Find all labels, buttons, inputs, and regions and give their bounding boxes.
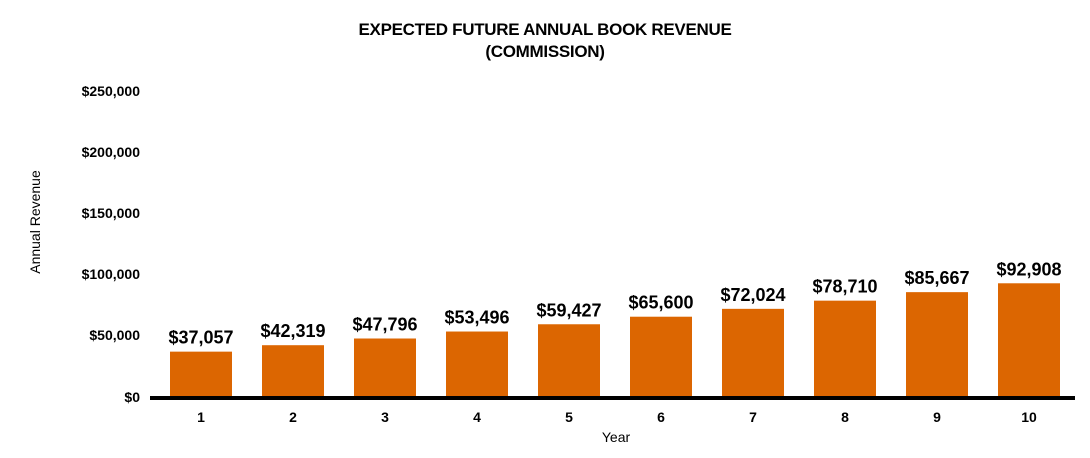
bar-data-label: $85,667 [904, 268, 969, 288]
chart-title-line2: (COMMISSION) [485, 42, 605, 61]
x-tick-label: 6 [657, 409, 665, 425]
x-tick-label: 3 [381, 409, 389, 425]
bar-year-1 [170, 351, 232, 397]
bar-year-7 [722, 308, 784, 397]
x-axis-label: Year [601, 429, 631, 445]
x-tick-label: 4 [473, 409, 481, 425]
bar-data-label: $47,796 [352, 314, 417, 334]
bar-year-8 [814, 300, 876, 397]
y-tick-label: $0 [124, 389, 140, 405]
bar-data-label: $59,427 [536, 300, 601, 320]
y-tick-label: $100,000 [81, 266, 140, 282]
x-tick-label: 10 [1021, 409, 1037, 425]
x-tick-label: 2 [289, 409, 297, 425]
bar-year-5 [538, 324, 600, 397]
bar-data-label: $37,057 [168, 328, 233, 348]
bar-year-2 [262, 345, 324, 397]
chart-title-line1: EXPECTED FUTURE ANNUAL BOOK REVENUE [358, 20, 732, 39]
x-tick-label: 1 [197, 409, 205, 425]
y-tick-label: $50,000 [89, 327, 140, 343]
x-tick-label: 8 [841, 409, 849, 425]
bar-data-label: $92,908 [996, 259, 1061, 279]
bar-year-9 [906, 292, 968, 397]
x-tick-label: 7 [749, 409, 757, 425]
bar-year-4 [446, 331, 508, 397]
y-tick-label: $200,000 [81, 144, 140, 160]
bar-data-label: $53,496 [444, 308, 509, 328]
x-tick-label: 5 [565, 409, 573, 425]
y-tick-label: $150,000 [81, 205, 140, 221]
y-tick-label: $250,000 [81, 83, 140, 99]
bar-data-label: $78,710 [812, 277, 877, 297]
bar-data-label: $42,319 [260, 321, 325, 341]
bar-data-label: $65,600 [628, 293, 693, 313]
bar-year-3 [354, 338, 416, 397]
x-tick-label: 9 [933, 409, 941, 425]
bar-year-6 [630, 316, 692, 397]
bar-year-10 [998, 283, 1060, 397]
bar-data-label: $72,024 [720, 285, 785, 305]
